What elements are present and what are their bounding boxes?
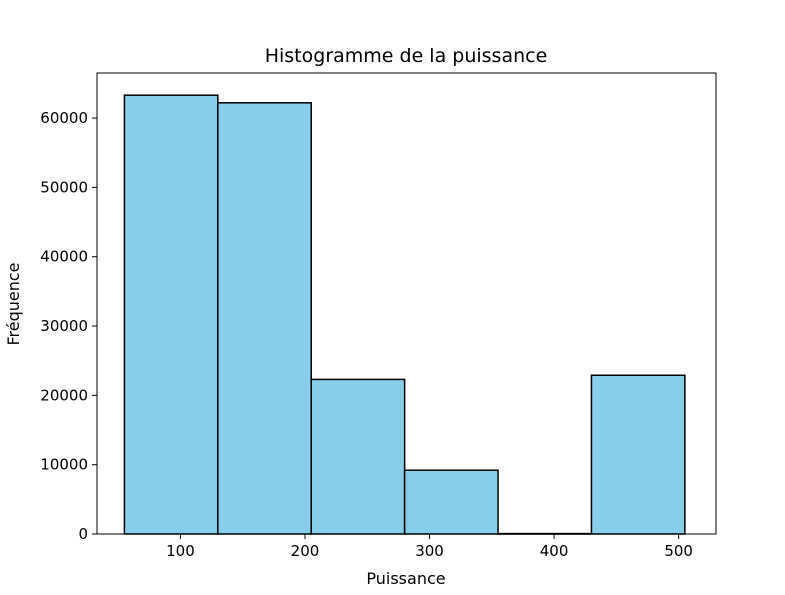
y-tick-label: 0 bbox=[78, 525, 88, 543]
chart-title: Histogramme de la puissance bbox=[265, 45, 548, 67]
y-axis-label: Fréquence bbox=[4, 262, 23, 345]
plot-frame bbox=[96, 72, 717, 535]
bars-group bbox=[123, 94, 686, 535]
histogram-bar-0 bbox=[123, 94, 219, 535]
x-tick-label: 500 bbox=[664, 542, 693, 560]
histogram-bar-2 bbox=[310, 378, 406, 535]
y-tick-label: 30000 bbox=[40, 317, 88, 335]
y-tick-label: 50000 bbox=[40, 178, 88, 196]
x-tick-label: 100 bbox=[166, 542, 195, 560]
histogram-bar-3 bbox=[403, 469, 499, 535]
y-axis: 0 10000 20000 30000 40000 50000 60000 bbox=[40, 109, 97, 543]
x-axis-label: Puissance bbox=[366, 569, 445, 588]
x-tick-label: 300 bbox=[415, 542, 444, 560]
x-axis: 100 200 300 400 500 bbox=[166, 534, 693, 560]
y-tick-label: 20000 bbox=[40, 386, 88, 404]
x-tick-label: 400 bbox=[540, 542, 569, 560]
histogram-bar-5 bbox=[590, 374, 686, 535]
x-tick-label: 200 bbox=[291, 542, 320, 560]
y-tick-label: 10000 bbox=[40, 456, 88, 474]
y-tick-label: 40000 bbox=[40, 248, 88, 266]
y-tick-label: 60000 bbox=[40, 109, 88, 127]
histogram-bar-1 bbox=[217, 102, 312, 535]
